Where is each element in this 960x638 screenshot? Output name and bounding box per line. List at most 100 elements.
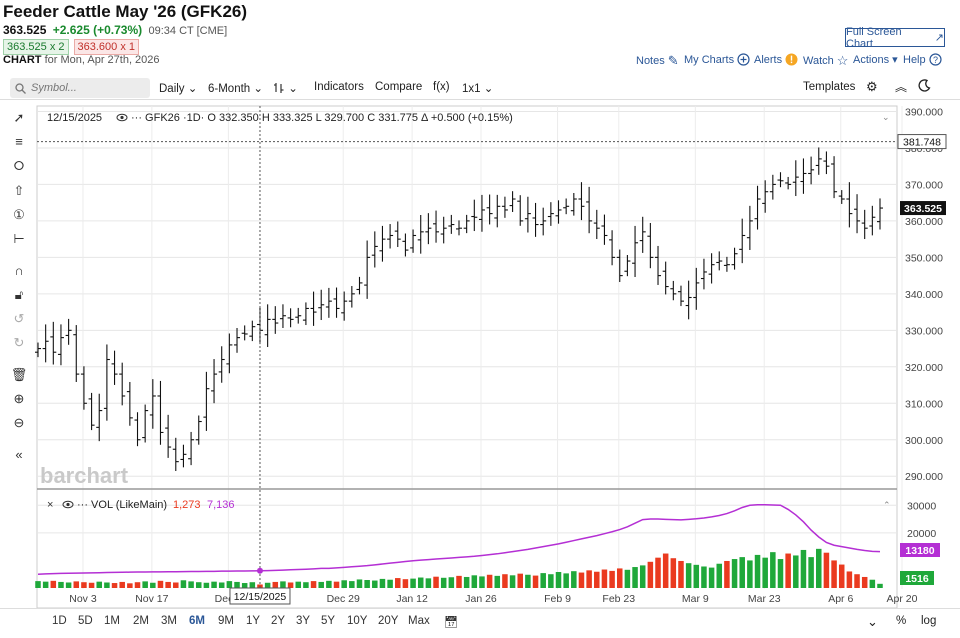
compare-button[interactable]: Compare [375,81,423,93]
period-10y[interactable]: 10Y [347,615,368,627]
zoom-in-icon[interactable]: ⊕ [13,391,25,406]
ohlc-bar [800,158,807,194]
fibonacci-tool-icon[interactable]: ≡ [15,134,23,149]
period-20y[interactable]: 20Y [378,615,399,627]
ohlc-bar [517,195,524,226]
help-label: Help [903,53,926,66]
volume-bar [578,572,585,588]
ohlc-bar [402,233,409,257]
shapes-tool-icon[interactable]: ⭘ [13,158,25,173]
trash-icon[interactable]: 🗑︎ [10,367,28,382]
period-9m[interactable]: 9M [218,615,234,627]
period-3y[interactable]: 3Y [296,615,311,627]
volume-bar [808,557,814,588]
collapse-chevrons-icon[interactable]: ︽ [895,80,908,94]
ohlc-bar [318,289,325,321]
ohlc-bar [831,156,838,199]
templates-button[interactable]: Templates [803,81,856,93]
ohlc-bar [218,346,225,383]
period-5y[interactable]: 5Y [321,615,336,627]
info-tool-icon[interactable]: ① [13,207,25,222]
volume-bar [35,581,41,588]
volume-bar [58,581,64,588]
bid-badge: 363.525 x 2 [3,39,69,55]
actions-button[interactable]: Actions ▾ [853,53,898,67]
settings-gear-icon[interactable]: ⚙ [866,79,878,94]
help-button[interactable]: Help ? [903,53,942,66]
period-2m[interactable]: 2M [133,615,149,627]
volume-bar [234,581,240,588]
ohlc-bar [333,287,340,318]
redo-icon[interactable]: ↻ [13,335,25,350]
volume-bar [532,575,539,588]
magnet-icon[interactable]: ∩ [14,263,24,278]
range-dropdown[interactable]: 6-Month ⌄ [208,81,263,95]
calendar-icon[interactable]: 📅︎ [444,617,459,629]
ohlc-bar [172,437,179,471]
trendline-tool-icon[interactable]: ➚ [13,110,25,125]
ohlc-bar [762,180,769,213]
period-1y[interactable]: 1Y [246,615,261,627]
time-tick-label: Feb 23 [602,593,635,605]
ohlc-bar [593,209,600,240]
interval-dropdown[interactable]: Daily ⌄ [159,81,197,95]
full-screen-button[interactable]: Full Screen Chart ↗ [845,26,945,50]
volume-bar [333,581,340,588]
volume-legend-close-icon[interactable]: × [47,499,53,511]
layout-dropdown[interactable]: 1x1 ⌄ [462,81,493,95]
ohlc-bar [700,258,707,290]
function-button[interactable]: f(x) [433,81,450,93]
my-charts-button[interactable]: My Charts [684,53,750,66]
ohlc-bar [677,285,684,307]
indicators-button[interactable]: Indicators [314,81,364,93]
volume-bar [73,581,80,588]
ohlc-bar [601,214,608,245]
symbol-search-input[interactable] [31,82,141,94]
bar-type-dropdown[interactable]: ⌄ [273,81,298,95]
price-tick-label: 300.000 [905,435,943,447]
ohlc-bar [295,307,302,324]
period-5d[interactable]: 5D [78,615,93,627]
percent-toggle[interactable]: % [896,615,907,627]
dark-mode-toggle[interactable] [918,79,931,95]
last-price: 363.525 [3,23,47,37]
period-1m[interactable]: 1M [104,615,120,627]
period-1d[interactable]: 1D [52,615,67,627]
edit-icon: ✎ [667,53,679,68]
arrow-tool-icon[interactable]: ⇧ [13,183,25,198]
lock-icon[interactable]: 🔓︎ [14,287,24,302]
crosshair-date-box [229,587,291,605]
period-6m[interactable]: 6M [189,615,205,627]
watch-button[interactable]: Watch ☆ [803,53,848,69]
legend-visibility-eye-icon[interactable] [116,113,128,122]
volume-axis: 30000 20000 [907,500,936,540]
ohlc-bar [616,249,623,283]
notes-button[interactable]: Notes ✎ [636,53,679,69]
zoom-out-icon[interactable]: ⊖ [13,415,25,430]
time-tick-label: Nov 3 [69,593,97,605]
alerts-button[interactable]: Alerts [754,53,798,66]
my-charts-label: My Charts [684,53,735,66]
legend-collapse-chevron-icon[interactable]: ⌄ [882,112,890,122]
expand-chevron-icon[interactable]: ⌄ [867,614,878,629]
symbol-search[interactable] [10,78,150,98]
legend-date: 12/15/2025 [47,112,102,124]
period-2y[interactable]: 2Y [271,615,286,627]
ohlc-bar [524,196,531,233]
volume-collapse-chevron-icon[interactable]: ⌃ [883,500,891,510]
period-max[interactable]: Max [408,615,430,627]
time-tick-label: Dec 29 [327,593,360,605]
undo-icon[interactable]: ↺ [13,311,25,326]
volume-legend-eye-icon[interactable] [62,500,74,509]
price-chart[interactable]: barchart 390.000380.000370.000360.000350… [0,100,960,608]
ohlc-bar [310,291,317,326]
ohlc-bar [103,344,110,421]
volume-bar [502,574,508,588]
log-toggle[interactable]: log [921,615,937,627]
period-3m[interactable]: 3M [161,615,177,627]
ohlc-bar [532,202,539,237]
collapse-left-icon[interactable]: « [15,447,23,462]
ohlc-bar [119,362,126,406]
measure-tool-icon[interactable]: ⊢ [13,231,25,246]
volume-bar [647,561,654,588]
